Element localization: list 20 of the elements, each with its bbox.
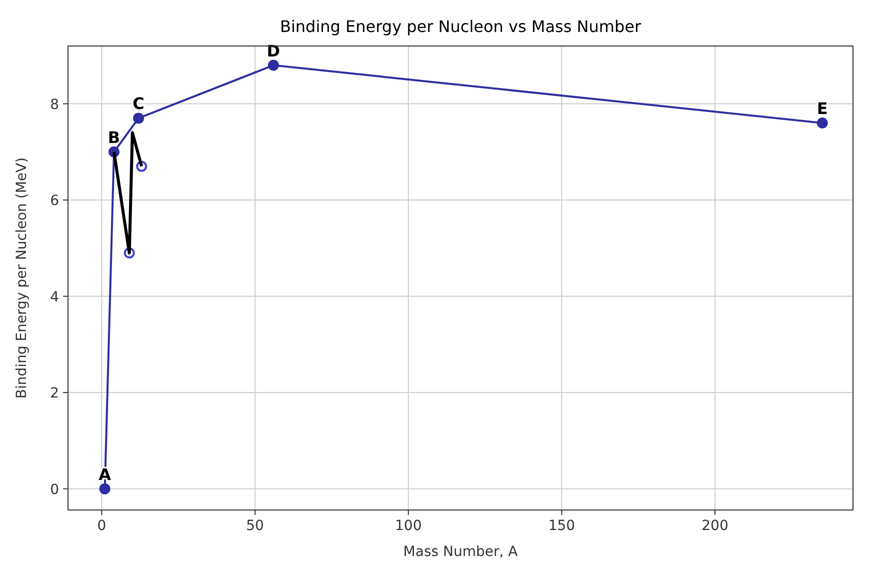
x-tick-label: 150 (548, 518, 576, 534)
annotation: E (816, 99, 828, 118)
annotation: B (108, 128, 120, 147)
point (816, 118, 828, 129)
annotation: C (132, 94, 144, 114)
y-tick-label: 2 (50, 386, 59, 402)
x-tick-label: 200 (702, 518, 728, 534)
x-tick-label: 100 (395, 518, 422, 534)
y-axis-title: Binding Energy per Nucleon (MeV) (14, 157, 30, 399)
y-tick-label: 0 (50, 482, 59, 498)
y-tick-label: 8 (50, 96, 59, 113)
x-tick-label: 0 (97, 518, 106, 534)
x-tick-label: 50 (246, 518, 264, 534)
point (268, 60, 279, 71)
point (133, 112, 144, 124)
y-tick-label: 6 (50, 193, 60, 210)
y-tick-label: 4 (50, 289, 60, 306)
x-axis-title: Mass Number, A (403, 544, 518, 560)
chart-title: Binding Energy per Nucleon vs Mass Number (280, 17, 642, 36)
point (99, 483, 110, 494)
